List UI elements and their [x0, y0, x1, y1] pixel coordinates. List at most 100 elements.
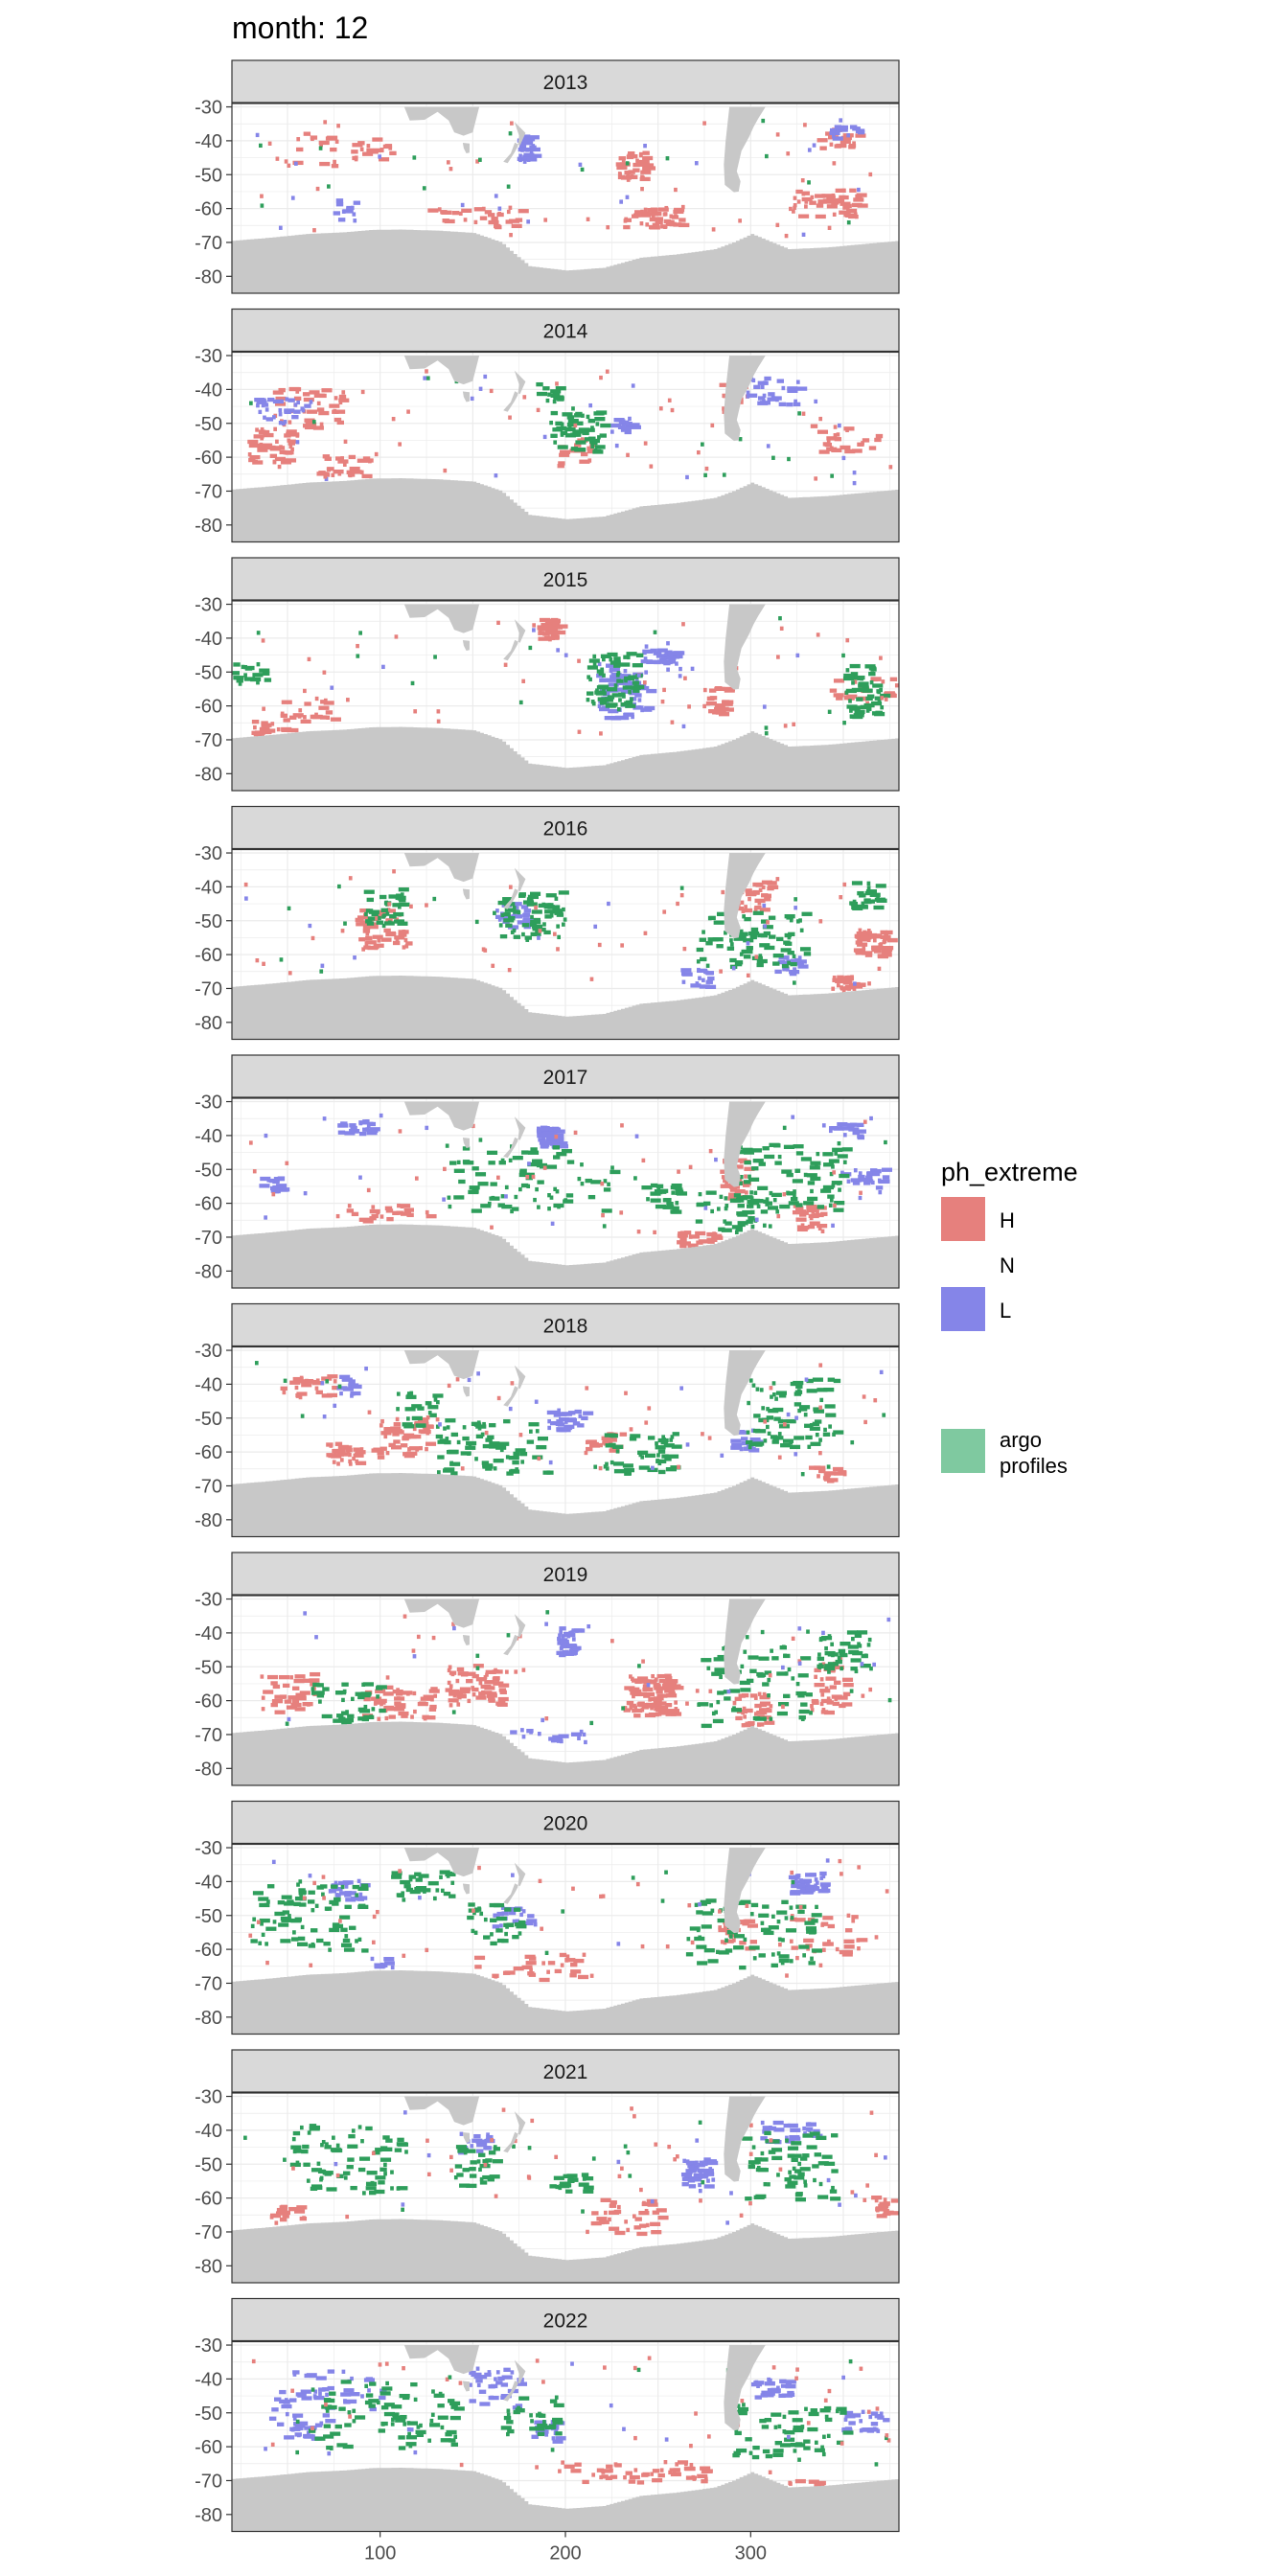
data-cell-argo	[726, 946, 735, 951]
land-new-zealand	[503, 122, 526, 164]
data-cell-H	[318, 705, 330, 710]
data-cell-H	[331, 472, 335, 477]
data-cell-argo	[337, 1384, 342, 1389]
land-australia	[403, 1598, 480, 1628]
data-cell-argo	[280, 1939, 291, 1944]
data-cell-H	[851, 448, 862, 453]
data-cell-H	[385, 1450, 390, 1456]
data-cell-argo	[490, 1932, 494, 1937]
data-cell-H	[380, 1418, 384, 1424]
data-cell-H	[388, 1714, 396, 1719]
data-cell-H	[279, 449, 287, 455]
data-cell-H	[248, 1140, 253, 1145]
data-cell-L	[797, 1661, 802, 1666]
data-cell-argo	[859, 893, 866, 898]
data-cell-argo	[811, 1913, 822, 1918]
panel-border	[231, 2092, 900, 2284]
data-cell-argo	[761, 1406, 766, 1411]
data-cell-argo	[781, 1169, 793, 1174]
land-south-america	[724, 356, 766, 442]
data-cell-H	[700, 2466, 711, 2471]
data-cell-H	[427, 208, 439, 213]
data-cell-L	[269, 1185, 278, 1191]
data-cell-argo	[830, 1642, 835, 1646]
data-cell-H	[746, 1708, 753, 1714]
data-cell-H	[874, 1935, 879, 1940]
data-cell-H	[775, 877, 780, 882]
data-cell-argo	[755, 1387, 760, 1392]
data-cell-H	[405, 941, 413, 946]
data-cell-L	[479, 2402, 491, 2406]
data-cell-H	[641, 1705, 649, 1710]
data-cell-H	[300, 719, 311, 724]
data-cell-argo	[795, 919, 800, 924]
data-cell-argo	[281, 1918, 292, 1922]
data-cell-argo	[803, 2179, 807, 2184]
data-cell-L	[495, 2370, 500, 2375]
data-cell-argo	[830, 2196, 841, 2201]
data-cell-argo	[638, 1465, 650, 1470]
data-cell-H	[577, 658, 581, 663]
data-cell-argo	[446, 1425, 450, 1430]
data-cell-H	[373, 943, 384, 948]
data-cell-argo	[493, 1466, 497, 1471]
data-cell-argo	[504, 908, 516, 912]
data-cell-argo	[751, 2145, 756, 2150]
data-cell-H	[558, 2469, 562, 2473]
data-cell-L	[844, 2414, 856, 2419]
data-cell-argo	[828, 1159, 840, 1163]
data-cell-H	[708, 1148, 713, 1154]
data-cell-argo	[574, 413, 582, 418]
data-cell-L	[476, 2149, 484, 2153]
data-cell-H	[759, 1708, 770, 1713]
data-cell-H	[356, 915, 369, 920]
data-cell-argo	[610, 1165, 614, 1170]
data-cell-argo	[793, 980, 796, 985]
land-tasmania	[462, 640, 470, 651]
data-cell-argo	[495, 1928, 503, 1933]
data-cell-argo	[593, 1464, 598, 1469]
data-cell-H	[795, 1209, 807, 1214]
data-cell-H	[485, 1672, 489, 1677]
data-cell-H	[514, 1669, 518, 1674]
data-cell-argo	[746, 1219, 753, 1224]
data-cell-H	[436, 719, 441, 724]
data-cell-argo	[819, 1397, 824, 1403]
data-cell-H	[448, 1684, 453, 1689]
data-cell-argo	[583, 2185, 594, 2190]
data-cell-H	[840, 1872, 843, 1876]
data-cell-H	[521, 1668, 526, 1672]
data-cell-H	[321, 388, 333, 393]
data-cell-argo	[711, 1711, 716, 1716]
data-cell-L	[327, 2385, 334, 2391]
data-cell-H	[775, 222, 780, 227]
data-cell-H	[292, 1376, 304, 1382]
data-cell-H	[554, 1134, 559, 1139]
data-cell-argo	[765, 1424, 770, 1430]
data-cell-H	[828, 195, 836, 199]
data-cell-argo	[792, 1179, 803, 1184]
data-cell-argo	[777, 1432, 782, 1437]
data-cell-H	[274, 456, 286, 462]
data-cell-argo	[806, 1173, 817, 1178]
data-cell-H	[769, 1386, 773, 1391]
data-cell-H	[554, 2154, 559, 2159]
data-cell-H	[285, 1161, 289, 1165]
data-cell-L	[351, 1384, 362, 1390]
data-cell-H	[426, 1213, 437, 1219]
data-cell-L	[512, 2405, 517, 2410]
data-cell-L	[322, 2413, 331, 2418]
data-cell-H	[853, 981, 861, 987]
data-cell-H	[749, 1693, 758, 1698]
data-cell-H	[764, 897, 771, 902]
data-cell-H	[565, 1954, 570, 1959]
data-cell-L	[297, 2421, 309, 2426]
data-cell-argo	[341, 1697, 345, 1703]
data-cell-H	[270, 722, 275, 726]
y-tick-label: -70	[195, 1228, 222, 1249]
data-cell-argo	[308, 1944, 316, 1948]
data-cell-argo	[786, 1172, 794, 1178]
data-cell-L	[624, 426, 632, 431]
data-cell-argo	[625, 161, 630, 166]
data-cell-argo	[734, 1230, 739, 1235]
